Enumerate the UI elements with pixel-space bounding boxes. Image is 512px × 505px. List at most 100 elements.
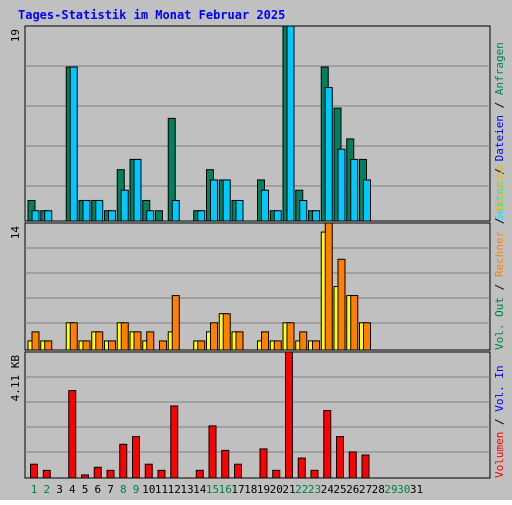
bar-volume-volumen-day-9 [132, 436, 140, 479]
legend-entry: Rechner [493, 230, 506, 277]
bar-visits-rechner-day-12 [171, 295, 180, 351]
x-tick-label-day-20: 20 [270, 483, 283, 496]
bar-requests-seiten-day-12 [171, 199, 180, 222]
bar-volume-volumen-day-16 [221, 449, 230, 479]
bar-volume-volumen-day-12 [170, 405, 179, 479]
x-tick-label-day-24: 24 [321, 483, 335, 496]
bar-requests-anfragen-day-11 [155, 210, 163, 222]
bar-requests-seiten-day-5 [82, 199, 91, 222]
x-tick-label-day-3: 3 [56, 483, 63, 496]
x-tick-label-day-4: 4 [69, 483, 76, 496]
bar-requests-seiten-day-15 [210, 179, 218, 222]
bar-volume-volumen-day-1 [30, 463, 38, 479]
x-tick-label-day-21: 21 [282, 483, 295, 496]
plot-area-volume [24, 351, 491, 479]
bar-requests-seiten-day-26 [350, 158, 359, 222]
legend-entry: Vol. Out [493, 297, 506, 350]
bar-visits-rechner-day-11 [159, 340, 167, 351]
bar-requests-seiten-day-7 [108, 210, 116, 222]
bar-volume-volumen-day-23 [310, 469, 319, 479]
bar-requests-seiten-day-10 [146, 210, 155, 222]
bar-visits-rechner-day-17 [235, 331, 244, 351]
bar-visits-rechner-day-20 [273, 340, 282, 351]
x-tick-label-day-29: 29 [384, 483, 397, 496]
y-max-label-requests: 19 [9, 29, 22, 42]
chart-title: Tages-Statistik im Monat Februar 2025 [18, 8, 285, 22]
bar-volume-volumen-day-8 [119, 443, 128, 479]
legend-entry: Seiten [493, 181, 506, 221]
legend-volume: Volumen / Vol. In [493, 365, 506, 478]
bar-visits-rechner-day-10 [146, 331, 155, 351]
bar-volume-volumen-day-17 [234, 463, 242, 479]
x-tick-label-day-5: 5 [82, 483, 89, 496]
bar-volume-volumen-day-10 [144, 463, 153, 479]
legend-entry: Anfragen [493, 42, 506, 95]
panel-volume: 4.11 KB Volumen / Vol. In [9, 351, 506, 479]
y-max-label-volume: 4.11 KB [9, 355, 22, 402]
bar-requests-seiten-day-19 [261, 189, 269, 222]
bar-requests-seiten-day-2 [44, 210, 53, 222]
legend-separator: / [493, 211, 506, 231]
bar-volume-volumen-day-7 [106, 469, 115, 479]
x-tick-label-day-22: 22 [295, 483, 308, 496]
bar-visits-rechner-day-14 [197, 340, 206, 351]
bar-visits-rechner-day-6 [95, 331, 104, 351]
legend-entry: Dateien [493, 115, 506, 161]
bar-requests-seiten-day-9 [133, 158, 142, 222]
x-tick-label-day-30: 30 [397, 483, 410, 496]
legend-text: Vol. Out / Rechner / Besuche [493, 165, 506, 350]
bar-requests-seiten-day-24 [324, 87, 333, 222]
x-tick-label-day-9: 9 [133, 483, 140, 496]
x-tick-label-day-11: 11 [155, 483, 168, 496]
bar-visits-rechner-day-5 [82, 340, 91, 351]
x-tick-label-day-16: 16 [219, 483, 232, 496]
bar-volume-volumen-day-21 [285, 351, 293, 479]
bar-volume-volumen-day-5 [81, 474, 89, 479]
bar-requests-seiten-day-1 [31, 210, 40, 222]
legend-entry: Vol. In [493, 365, 506, 411]
bar-volume-volumen-day-22 [297, 457, 306, 479]
bar-requests-seiten-day-14 [197, 210, 206, 222]
legend-separator: / [493, 161, 506, 181]
x-tick-label-day-28: 28 [372, 483, 385, 496]
bar-visits-rechner-day-15 [210, 322, 218, 351]
x-axis-labels: 1 2 3 4 5 6 7 8 9 10 11 12 13 14 15 16 17 18 19 20 21 22 23 24 2… [31, 483, 423, 496]
x-tick-label-day-25: 25 [333, 483, 346, 496]
bar-visits-rechner-day-21 [286, 322, 295, 351]
bar-visits-rechner-day-9 [133, 331, 142, 351]
x-tick-label-day-23: 23 [308, 483, 321, 496]
bar-volume-volumen-day-15 [208, 425, 217, 479]
bar-visits-rechner-day-23 [312, 340, 320, 351]
bar-visits-rechner-day-19 [261, 331, 269, 351]
bar-volume-volumen-day-14 [195, 469, 204, 479]
bar-volume-volumen-day-25 [336, 436, 344, 479]
bar-requests-seiten-day-27 [363, 179, 371, 222]
bar-volume-volumen-day-4 [68, 390, 77, 479]
x-tick-label-day-15: 15 [206, 483, 219, 496]
bar-volume-volumen-day-19 [259, 448, 268, 479]
legend-text: Volumen / Vol. In [493, 365, 506, 478]
bar-volume-volumen-day-27 [361, 454, 370, 479]
panel-requests: 19 Seiten / Dateien / Anfragen [9, 25, 506, 222]
legend-text: Seiten / Dateien / Anfragen [493, 42, 506, 221]
x-tick-label-day-13: 13 [180, 483, 193, 496]
bar-visits-rechner-day-2 [44, 340, 53, 351]
bar-volume-volumen-day-26 [348, 451, 357, 479]
x-tick-label-day-17: 17 [231, 483, 244, 496]
bar-visits-rechner-day-4 [69, 322, 78, 351]
bar-volume-volumen-day-2 [42, 469, 51, 479]
x-tick-label-day-26: 26 [346, 483, 359, 496]
bar-requests-seiten-day-25 [337, 148, 346, 222]
legend-entry: Volumen [493, 432, 506, 478]
bar-requests-seiten-day-6 [95, 199, 104, 222]
legend-entry: Besuche [493, 165, 506, 211]
bar-requests-seiten-day-20 [273, 210, 282, 222]
bar-requests-seiten-day-4 [69, 66, 78, 222]
x-tick-label-day-2: 2 [43, 483, 50, 496]
bar-visits-rechner-day-8 [120, 322, 129, 351]
bar-requests-seiten-day-16 [222, 179, 231, 222]
legend-visits: Vol. Out / Rechner / Besuche [493, 165, 506, 350]
x-tick-label-day-19: 19 [257, 483, 270, 496]
